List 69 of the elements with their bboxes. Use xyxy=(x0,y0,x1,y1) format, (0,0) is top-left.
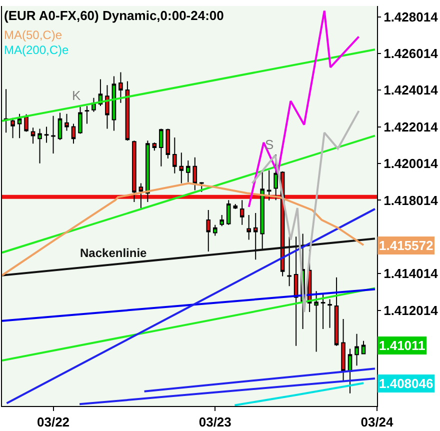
candlestick xyxy=(51,115,56,154)
candlestick xyxy=(146,140,150,202)
data-label: 1.408046 xyxy=(379,376,434,391)
annotation: S xyxy=(265,137,274,152)
candlestick xyxy=(287,236,292,287)
candlestick xyxy=(233,203,238,210)
chart-title: (EUR A0-FX,60) Dynamic,0:00-24:00 xyxy=(4,8,224,23)
y-tick-label: 1.422014 xyxy=(384,119,439,134)
candlestick xyxy=(78,106,82,134)
text: MA(50,C)e xyxy=(4,28,62,42)
y-tick-label: 1.418014 xyxy=(384,192,439,208)
candlestick xyxy=(58,112,62,140)
candlestick xyxy=(240,200,244,226)
x-tick-label: 03/23 xyxy=(198,414,232,430)
candlestick xyxy=(328,298,332,328)
candlestick xyxy=(179,152,184,184)
candlestick xyxy=(30,127,36,144)
candlestick xyxy=(159,128,164,167)
candlestick xyxy=(348,348,352,394)
candlestick xyxy=(266,170,272,201)
candlestick xyxy=(186,160,190,183)
y-tick-label: 1.412014 xyxy=(384,302,439,318)
data-label: 1.415572 xyxy=(379,238,434,253)
candlestick xyxy=(44,126,49,144)
series-label: Nackenlinie xyxy=(80,246,148,260)
candlestick xyxy=(172,137,177,174)
candlestick xyxy=(212,224,218,236)
x-tick-label: 03/22 xyxy=(36,414,70,430)
candlestick xyxy=(71,123,76,144)
candlestick xyxy=(118,72,123,104)
candlestick xyxy=(199,182,204,193)
candlestick xyxy=(64,113,69,132)
candlestick xyxy=(294,236,298,346)
candlestick xyxy=(274,154,278,201)
candlestick xyxy=(320,294,326,330)
candlestick xyxy=(334,276,339,346)
candlestick xyxy=(354,333,359,366)
text: MA(200,C)e xyxy=(4,43,70,57)
y-tick-label: 1.428014 xyxy=(384,9,439,24)
annotation: K xyxy=(72,88,81,103)
x-tick-label: 03/24 xyxy=(360,414,394,430)
candlestick xyxy=(253,212,258,260)
candlestick xyxy=(260,170,264,250)
candlestick xyxy=(341,318,346,382)
candlestick xyxy=(246,214,251,240)
candlestick xyxy=(361,340,366,354)
candlestick xyxy=(314,290,318,352)
candlestick xyxy=(112,76,116,132)
y-tick-label: 1.424014 xyxy=(384,82,439,98)
candlestick xyxy=(166,128,170,159)
y-tick-label: 1.426014 xyxy=(384,46,439,61)
y-tick-label: 1.420014 xyxy=(384,156,439,172)
candlestick xyxy=(226,200,231,226)
candlestick xyxy=(125,80,130,142)
candlestick xyxy=(10,117,15,139)
candlestick xyxy=(132,140,136,202)
candlestick xyxy=(38,128,42,164)
text: 1.41011 xyxy=(379,338,426,353)
y-tick-label: 1.414014 xyxy=(384,266,439,282)
candlestick xyxy=(206,210,211,252)
candlestick xyxy=(17,113,22,139)
candlestick xyxy=(24,114,28,132)
candlestick xyxy=(138,182,144,209)
candlestick xyxy=(152,142,157,152)
candlestick xyxy=(105,84,110,130)
candlestick xyxy=(4,88,8,134)
candlestick xyxy=(220,214,224,227)
candlestick xyxy=(192,156,198,191)
candlestick xyxy=(84,106,90,124)
